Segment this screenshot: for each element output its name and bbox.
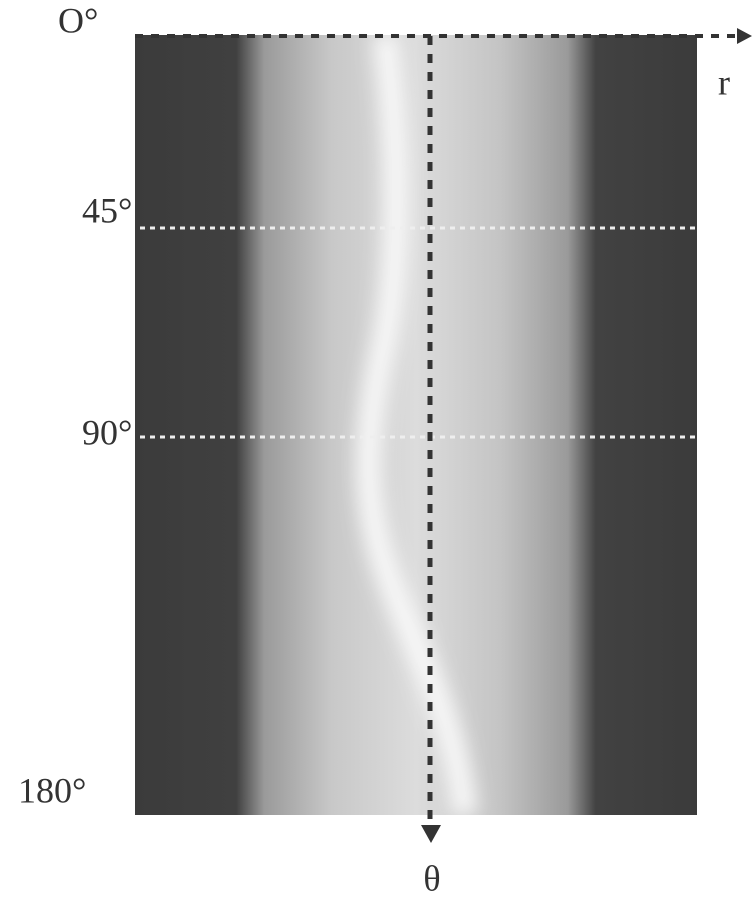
- angle-label: O°: [58, 0, 98, 40]
- axis-label: θ: [423, 858, 440, 898]
- sinogram: [135, 35, 697, 815]
- theta-arrow: [421, 825, 441, 843]
- angle-label: 45°: [82, 190, 132, 230]
- angle-label: 90°: [82, 412, 132, 452]
- figure: O° 45° 90° 180° r θ: [0, 0, 753, 913]
- r-arrow: [737, 28, 752, 44]
- axis-label: r: [718, 62, 730, 102]
- angle-label: 180°: [18, 770, 86, 810]
